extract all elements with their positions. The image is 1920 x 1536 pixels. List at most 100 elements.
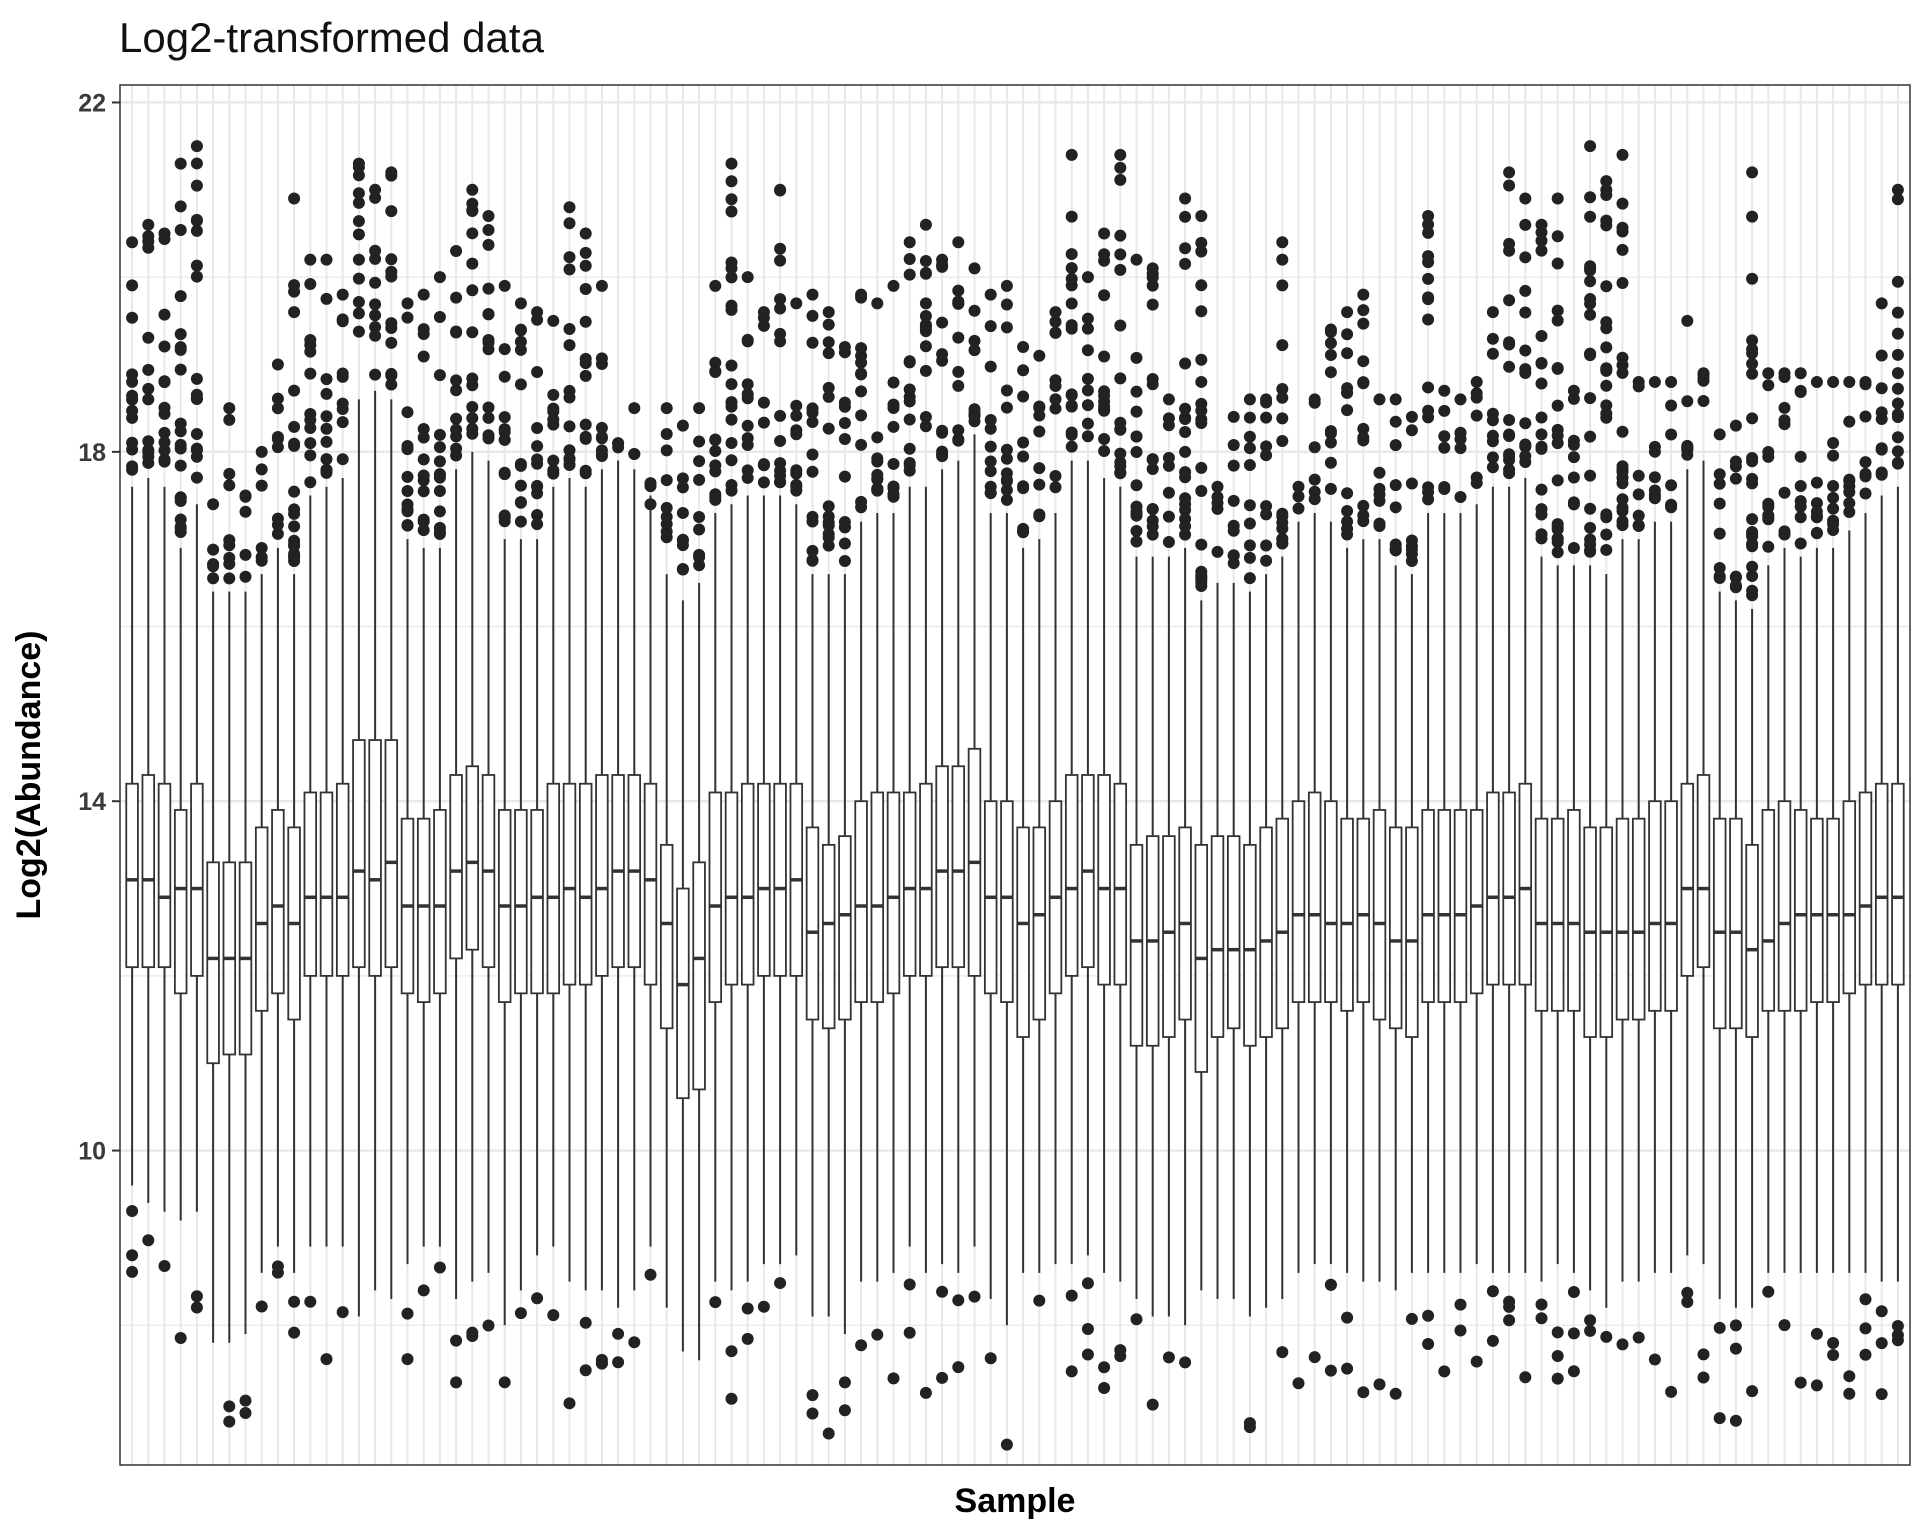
outlier-point: [271, 402, 284, 415]
iqr-box: [724, 791, 739, 986]
outlier-point: [1324, 427, 1337, 440]
outlier-point: [271, 441, 284, 454]
outlier-point: [1049, 306, 1062, 319]
outlier-point: [1341, 528, 1354, 541]
outlier-point: [385, 265, 398, 278]
sample-box: [1000, 512, 1014, 1326]
outlier-point: [142, 235, 155, 248]
sample-box: [805, 574, 820, 1317]
outlier-point: [774, 242, 787, 255]
outlier-point: [1438, 482, 1451, 495]
outlier-point: [628, 447, 641, 460]
sample-box: [1648, 521, 1662, 1273]
outlier-point: [1778, 370, 1791, 383]
outlier-point: [1065, 148, 1078, 161]
outlier-point: [1179, 402, 1192, 415]
outlier-point: [1000, 443, 1013, 456]
outlier-point: [693, 455, 706, 468]
iqr-box: [1113, 782, 1128, 986]
outlier-point: [725, 175, 738, 188]
outlier-point: [1843, 480, 1856, 493]
outlier-point: [1600, 214, 1613, 227]
outlier-point: [1697, 368, 1710, 381]
iqr-box: [1421, 809, 1435, 1003]
outlier-point: [1227, 524, 1240, 537]
sample-box: [1032, 539, 1047, 1273]
outlier-point: [369, 244, 382, 257]
outlier-point: [644, 480, 657, 493]
outlier-point: [531, 421, 544, 434]
outlier-point: [1243, 551, 1256, 564]
outlier-point: [1422, 381, 1435, 394]
outlier-point: [207, 572, 220, 585]
outlier-point: [855, 356, 868, 369]
outlier-point: [741, 419, 754, 432]
outlier-point: [1389, 501, 1402, 514]
outlier-point: [579, 1316, 592, 1329]
outlier-point: [1162, 412, 1175, 425]
outlier-point: [1000, 279, 1013, 292]
outlier-point: [1454, 442, 1467, 455]
outlier-point: [1276, 434, 1289, 447]
outlier-point: [1308, 473, 1321, 486]
outlier-point: [1567, 392, 1580, 405]
sample-box: [173, 547, 188, 1221]
sample-box: [465, 451, 480, 1282]
outlier-point: [822, 527, 835, 540]
outlier-point: [709, 459, 722, 472]
outlier-point: [417, 485, 430, 498]
outlier-point: [1859, 410, 1872, 423]
outlier-point: [1551, 1350, 1564, 1363]
outlier-point: [1324, 1364, 1337, 1377]
outlier-point: [952, 379, 965, 392]
outlier-point: [936, 1371, 949, 1384]
outlier-point: [1243, 539, 1256, 552]
outlier-point: [1081, 312, 1094, 325]
outlier-point: [984, 288, 997, 301]
outlier-point: [693, 473, 706, 486]
outlier-point: [1729, 1414, 1742, 1427]
sample-box: [1842, 530, 1857, 1273]
outlier-point: [1827, 480, 1840, 493]
outlier-point: [1373, 519, 1386, 532]
outlier-point: [433, 471, 446, 484]
outlier-point: [1065, 1289, 1078, 1302]
sample-box: [254, 574, 269, 1273]
outlier-point: [1794, 1376, 1807, 1389]
outlier-point: [352, 307, 365, 320]
outlier-point: [514, 297, 527, 310]
outlier-point: [984, 480, 997, 493]
outlier-point: [1827, 491, 1840, 504]
sample-box: [1243, 591, 1257, 1317]
outlier-point: [514, 459, 527, 472]
outlier-point: [1503, 237, 1516, 250]
outlier-point: [1130, 1313, 1143, 1326]
outlier-point: [1600, 543, 1613, 556]
outlier-point: [563, 217, 576, 230]
outlier-point: [1195, 279, 1208, 292]
outlier-point: [790, 409, 803, 422]
sample-box: [724, 504, 739, 1291]
outlier-point: [1422, 481, 1435, 494]
outlier-point: [887, 490, 900, 503]
outlier-point: [1341, 306, 1354, 319]
outlier-point: [855, 438, 868, 451]
outlier-point: [903, 268, 916, 281]
sample-box: [611, 460, 625, 1308]
outlier-point: [1486, 306, 1499, 319]
outlier-point: [1551, 521, 1564, 534]
outlier-point: [838, 515, 851, 528]
outlier-point: [903, 1326, 916, 1339]
outlier-point: [1146, 271, 1159, 284]
outlier-point: [676, 472, 689, 485]
sample-box: [967, 434, 982, 1247]
outlier-point: [450, 374, 463, 387]
outlier-point: [1891, 382, 1904, 395]
outlier-point: [142, 450, 155, 463]
outlier-point: [1033, 508, 1046, 521]
sample-box: [400, 539, 415, 1265]
iqr-box: [1891, 782, 1905, 986]
outlier-point: [1600, 379, 1613, 392]
outlier-point: [1114, 263, 1127, 276]
